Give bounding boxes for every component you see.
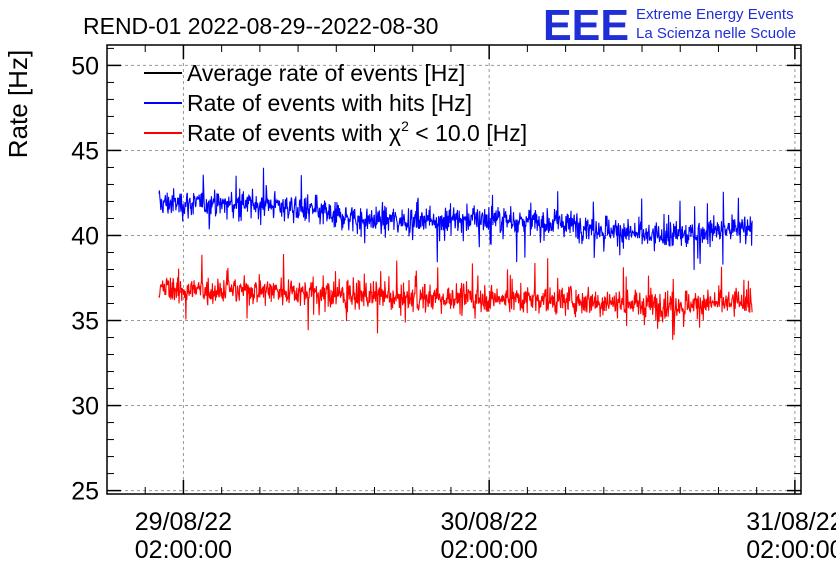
legend-chi2-symbol: χ: [389, 120, 401, 146]
y-tick-labels: 25 30 35 40 45 50: [71, 52, 99, 505]
x-tick-label-date: 29/08/22: [135, 508, 232, 536]
y-tick-label: 40: [71, 222, 99, 250]
y-tick-label: 45: [71, 137, 99, 165]
x-tick-label-time: 02:00:00: [746, 536, 836, 564]
series-layer: [158, 167, 753, 340]
ticks: [107, 45, 801, 494]
legend-chi2-superscript: 2: [401, 118, 409, 134]
x-tick-label-date: 31/08/22: [746, 508, 836, 536]
x-tick-label-time: 02:00:00: [135, 536, 232, 564]
x-tick-label-time: 02:00:00: [440, 536, 537, 564]
y-tick-label: 35: [71, 308, 99, 336]
y-tick-label: 50: [71, 52, 99, 80]
series-line-2: [158, 253, 753, 340]
x-tick-label-date: 30/08/22: [440, 508, 537, 536]
legend-chi2-prefix: Rate of events with: [187, 120, 389, 146]
y-tick-label: 30: [71, 393, 99, 421]
chart-title: REND-01 2022-08-29--2022-08-30: [83, 13, 438, 39]
legend-label-average: Average rate of events [Hz]: [187, 60, 465, 86]
eee-logo-line1: Extreme Energy Events: [636, 6, 794, 23]
eee-logo-mark: EEE: [543, 1, 629, 50]
legend-label-chi2: Rate of events with χ2 < 10.0 [Hz]: [187, 118, 527, 146]
legend-label-hits: Rate of events with hits [Hz]: [187, 90, 472, 116]
series-line-1: [158, 167, 753, 270]
x-tick-labels: 29/08/2202:00:0030/08/2202:00:0031/08/22…: [135, 508, 836, 564]
legend-chi2-suffix: < 10.0 [Hz]: [409, 120, 527, 146]
legend: Average rate of events [Hz] Rate of even…: [144, 60, 527, 146]
y-tick-label: 25: [71, 478, 99, 506]
y-axis-label: Rate [Hz]: [3, 50, 33, 158]
eee-logo-line2: La Scienza nelle Scuole: [636, 25, 796, 42]
eee-logo: EEE Extreme Energy Events La Scienza nel…: [543, 1, 796, 50]
